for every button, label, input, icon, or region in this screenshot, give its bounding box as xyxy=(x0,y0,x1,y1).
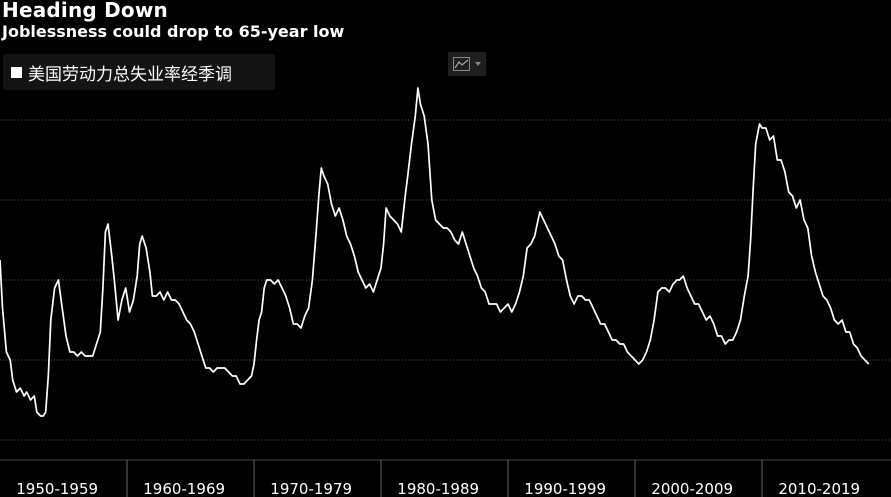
chart-type-button[interactable] xyxy=(448,52,486,76)
legend[interactable]: 美国劳动力总失业率经季调 xyxy=(3,54,275,90)
x-tick-label: 1970-1979 xyxy=(270,480,352,497)
x-tick-label: 1950-1959 xyxy=(16,480,98,497)
chart-title: Heading Down xyxy=(2,0,168,22)
series-layer xyxy=(0,87,870,417)
x-tick-label: 1980-1989 xyxy=(397,480,479,497)
x-axis: 1950-1959 1960-1969 1970-1979 1980-1989 1990… xyxy=(0,459,891,497)
legend-label: 美国劳动力总失业率经季调 xyxy=(28,64,232,85)
x-tick-label: 1990-1999 xyxy=(524,480,606,497)
x-tick-label: 1960-1969 xyxy=(143,480,225,497)
chart-subtitle: Joblessness could drop to 65-year low xyxy=(2,22,345,41)
line-chart-icon xyxy=(453,57,470,71)
x-tick-label: 2010-2019 xyxy=(778,480,860,497)
chevron-down-icon xyxy=(475,62,481,66)
series-line xyxy=(0,87,870,417)
gridlines xyxy=(0,119,891,441)
x-tick-label: 2000-2009 xyxy=(651,480,733,497)
legend-swatch xyxy=(11,66,22,78)
